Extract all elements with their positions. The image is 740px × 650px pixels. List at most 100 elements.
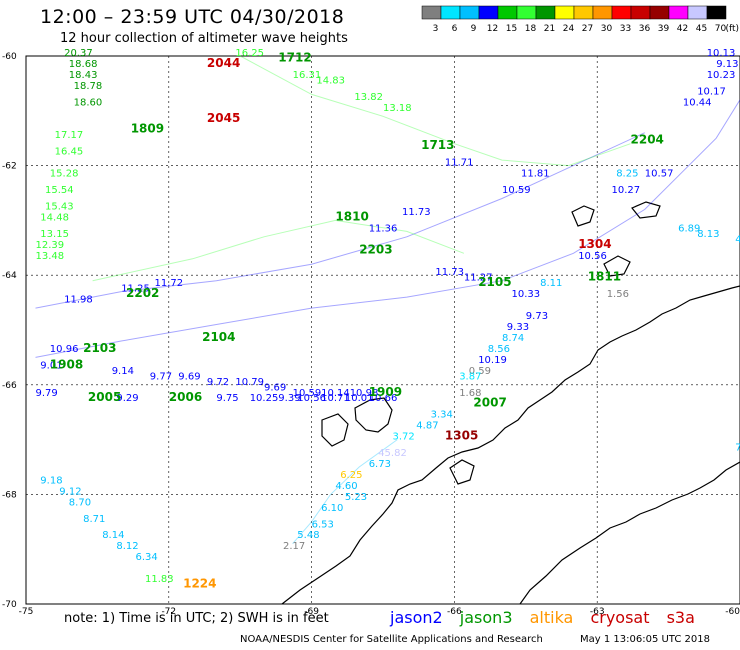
color-scale-cell bbox=[421, 5, 442, 20]
wave-height-label: 10.14 bbox=[321, 388, 350, 399]
pass-time-label: 1224 bbox=[183, 577, 216, 591]
wave-height-label: 6.89 bbox=[678, 223, 700, 234]
wave-height-label: 1.56 bbox=[607, 289, 629, 300]
green-track-2 bbox=[92, 219, 465, 282]
color-scale-label: 18 bbox=[525, 24, 537, 34]
wave-height-label: 18.60 bbox=[74, 97, 103, 108]
wave-height-label: 10.13 bbox=[707, 48, 736, 59]
coastline-island-5 bbox=[631, 201, 661, 219]
wave-height-label: 9.13 bbox=[716, 59, 738, 70]
color-scale-label: 33 bbox=[620, 24, 631, 34]
wave-height-label: 4.60 bbox=[335, 481, 357, 492]
wave-height-label: 10.66 bbox=[369, 393, 398, 404]
wave-height-label: 9.14 bbox=[112, 366, 134, 377]
wave-height-label: 10.44 bbox=[683, 97, 712, 108]
color-scale-label: 9 bbox=[471, 24, 477, 34]
wave-height-label: 10.56 bbox=[297, 393, 326, 404]
color-scale-label: 24 bbox=[563, 24, 575, 34]
wave-height-label: 10.33 bbox=[512, 289, 541, 300]
color-scale-cell bbox=[630, 5, 651, 20]
color-scale-label: 6 bbox=[452, 24, 458, 34]
coastline-island-6 bbox=[603, 255, 631, 277]
coastline-island-2 bbox=[321, 413, 349, 447]
ascending-track bbox=[35, 99, 740, 358]
pass-time-label: 2103 bbox=[83, 341, 116, 355]
generation-timestamp: May 1 13:06:05 UTC 2018 bbox=[580, 634, 710, 645]
wave-height-label: 10.23 bbox=[707, 70, 736, 81]
color-scale-label: 30 bbox=[601, 24, 613, 34]
wave-height-label: 10.57 bbox=[645, 169, 674, 180]
color-scale-label: 45 bbox=[696, 24, 707, 34]
map-subtitle: 12 hour collection of altimeter wave hei… bbox=[60, 31, 348, 46]
wave-height-label: 13.82 bbox=[354, 92, 383, 103]
wave-height-label: 10.27 bbox=[612, 185, 641, 196]
pass-time-label: 1713 bbox=[421, 138, 454, 152]
color-scale-label: 42 bbox=[677, 24, 688, 34]
lon-tick-label: -75 bbox=[19, 607, 34, 617]
color-scale-label: 15 bbox=[506, 24, 517, 34]
color-scale-cell bbox=[459, 5, 480, 20]
legend-s3a: s3a bbox=[666, 608, 695, 627]
wave-height-label: 8.12 bbox=[116, 541, 138, 552]
lat-tick-label: -60 bbox=[2, 52, 17, 62]
wave-height-label: 17.17 bbox=[55, 130, 84, 141]
wave-height-label: 4.87 bbox=[416, 421, 438, 432]
pass-time-label: 1909 bbox=[369, 385, 402, 399]
wave-height-label: 9.29 bbox=[116, 393, 138, 404]
wave-height-label: 6.25 bbox=[340, 470, 362, 481]
pass-time-label: 1809 bbox=[131, 122, 164, 136]
wave-height-label: 14.83 bbox=[316, 75, 345, 86]
coastline-inlet bbox=[519, 461, 740, 605]
color-scale-label: 70 bbox=[715, 24, 727, 34]
wave-height-label: 8.11 bbox=[540, 278, 562, 289]
wave-height-label: 11.27 bbox=[464, 273, 493, 284]
wave-height-label: 10.79 bbox=[235, 377, 264, 388]
wave-height-label: 10.71 bbox=[321, 393, 350, 404]
pass-time-label: 1811 bbox=[588, 270, 621, 284]
color-scale-label: 36 bbox=[639, 24, 651, 34]
wave-height-label: 11.98 bbox=[64, 295, 93, 306]
wave-height-label: 10.59 bbox=[293, 388, 322, 399]
pass-time-label: 2203 bbox=[359, 242, 392, 256]
wave-height-label: 9.69 bbox=[178, 371, 200, 382]
color-scale-cell bbox=[554, 5, 575, 20]
wave-height-label: 3.72 bbox=[393, 432, 415, 443]
cyan-track bbox=[292, 439, 398, 545]
color-scale-cell bbox=[592, 5, 613, 20]
color-scale-cell bbox=[573, 5, 594, 20]
wave-height-label: 20.37 bbox=[64, 48, 93, 59]
wave-height-label: 10.59 bbox=[502, 185, 531, 196]
coastline-island-3 bbox=[449, 459, 475, 485]
wave-height-label: 8.14 bbox=[102, 530, 124, 541]
legend-jason3: jason3 bbox=[459, 608, 513, 627]
wave-height-label: 16.31 bbox=[293, 70, 322, 81]
color-scale-label: 39 bbox=[658, 24, 670, 34]
color-scale-cell bbox=[611, 5, 632, 20]
wave-height-label: 16.45 bbox=[55, 147, 84, 158]
satellite-tracks bbox=[35, 55, 740, 545]
wave-height-label: 16.25 bbox=[235, 48, 264, 59]
graticule bbox=[25, 55, 740, 605]
satellite-legend: jason2 jason3 altika cryosat s3a bbox=[390, 608, 707, 627]
wave-height-label: 15.28 bbox=[50, 169, 79, 180]
lat-tick-label: -62 bbox=[2, 162, 17, 172]
lat-tick-label: -66 bbox=[2, 381, 17, 391]
pass-time-label: 2007 bbox=[473, 396, 506, 410]
wave-height-label: 18.43 bbox=[69, 70, 98, 81]
wave-height-label: 13.15 bbox=[40, 229, 69, 240]
coastline-island-4 bbox=[571, 205, 595, 227]
wave-height-label: 0.59 bbox=[469, 366, 491, 377]
wave-height-label: 18.68 bbox=[69, 59, 98, 70]
color-scale-label: 27 bbox=[582, 24, 593, 34]
color-scale-cell bbox=[535, 5, 556, 20]
color-scale-cells bbox=[421, 5, 727, 20]
wave-height-label: 8.25 bbox=[616, 169, 638, 180]
map-frame bbox=[25, 55, 740, 605]
color-scale-bar: 3 6 9 12 15 18 21 24 27 30 33 36 39 42 45 70 (ft) bbox=[421, 5, 739, 34]
lat-tick-label: -68 bbox=[2, 490, 17, 500]
pass-time-label: 1304 bbox=[578, 237, 611, 251]
pass-time-label: 2044 bbox=[207, 56, 240, 70]
wave-height-label: 8.74 bbox=[502, 333, 524, 344]
wave-height-label: 11.36 bbox=[369, 223, 398, 234]
color-scale-cell bbox=[516, 5, 537, 20]
